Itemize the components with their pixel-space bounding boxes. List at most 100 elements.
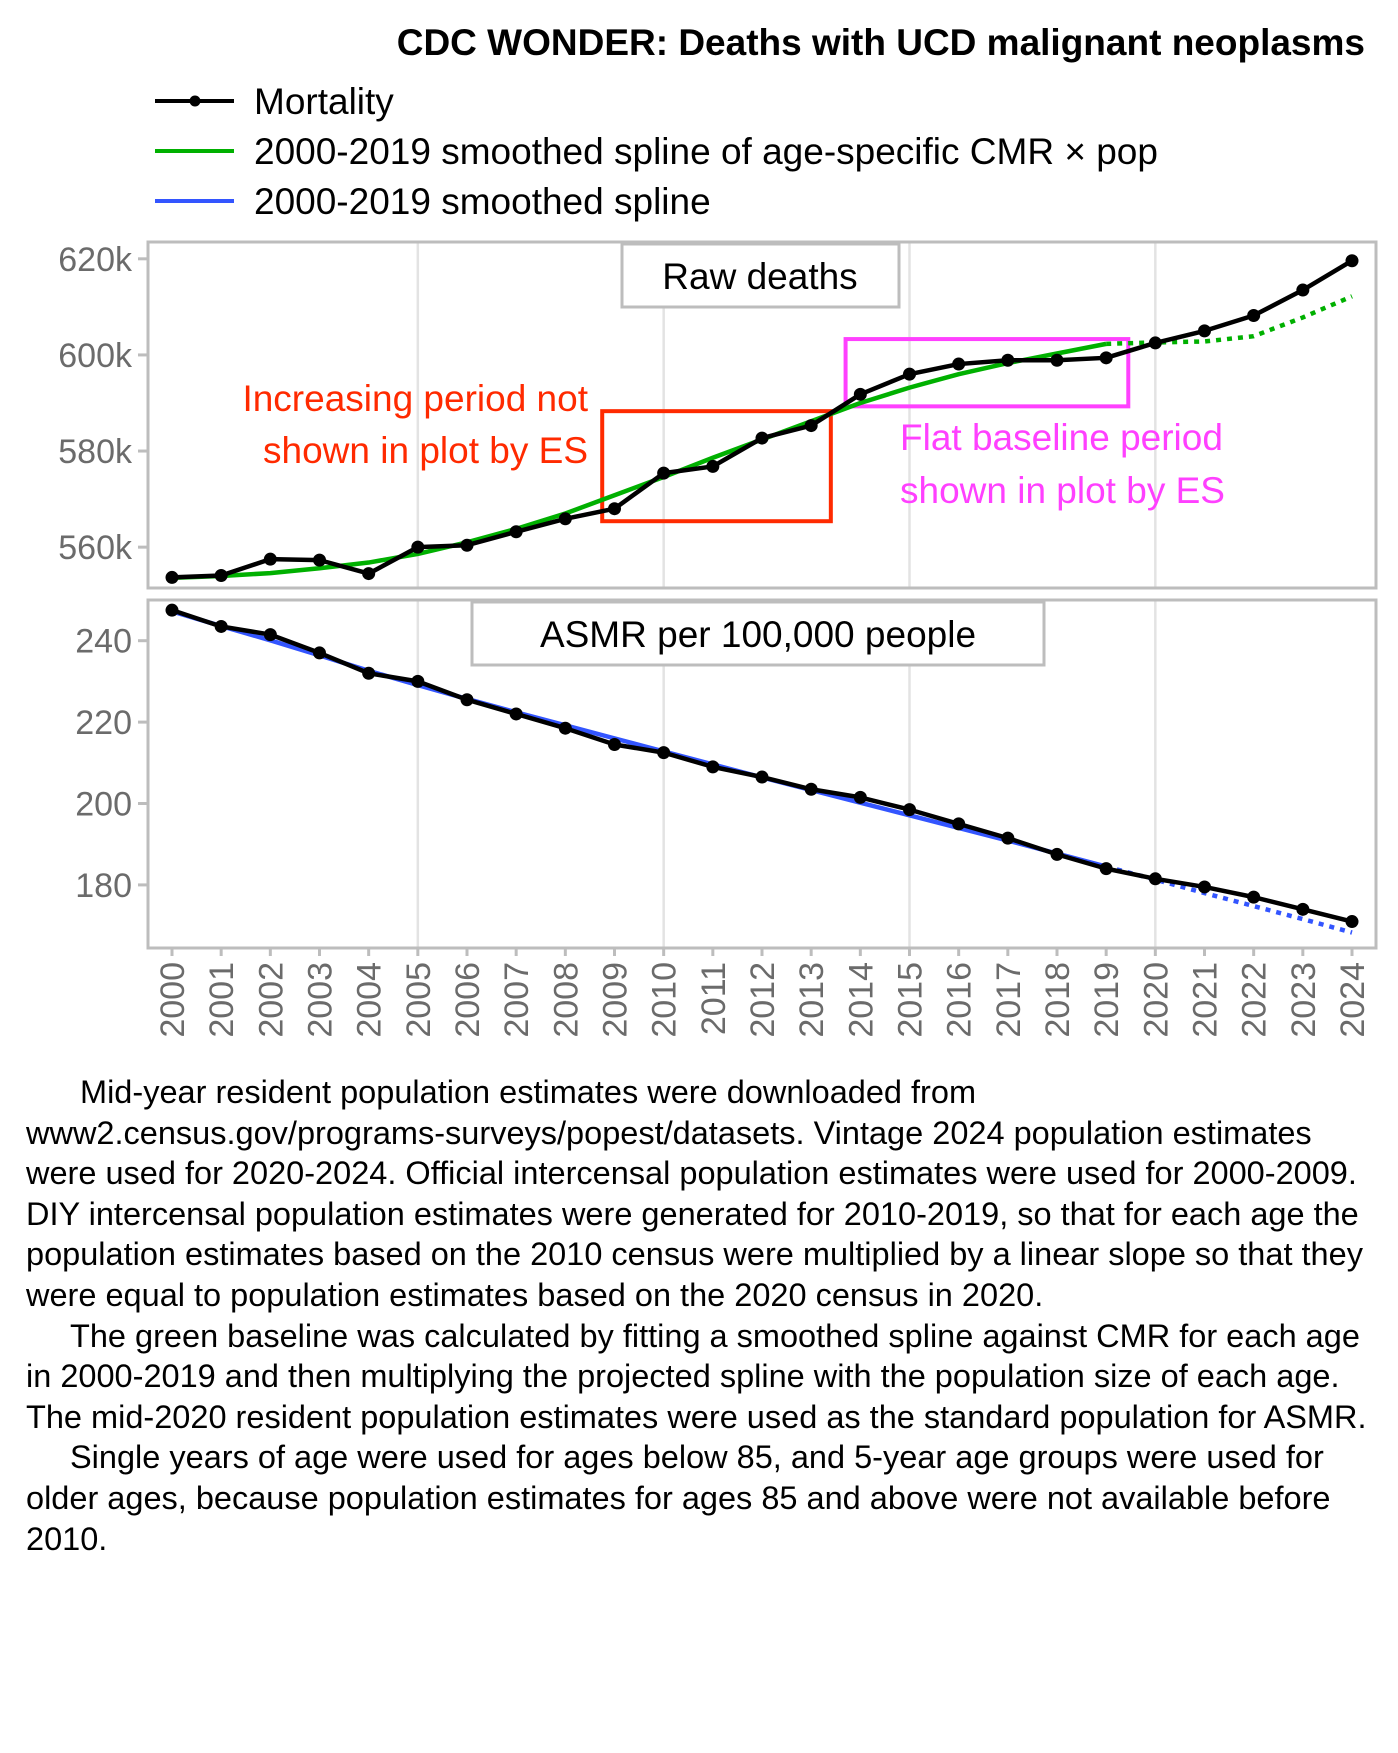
y-tick-label-580k: 580k: [58, 433, 133, 471]
data-point-mortality-2018: [1050, 847, 1064, 861]
data-point-mortality-2019: [1099, 862, 1113, 876]
x-tick-label-2014: 2014: [842, 962, 880, 1038]
data-point-mortality-2011: [706, 760, 720, 774]
annotation-flat-line-2: shown in plot by ES: [900, 470, 1225, 511]
data-point-mortality-2008: [558, 512, 572, 526]
x-tick-label-2023: 2023: [1285, 962, 1323, 1038]
x-tick-label-2022: 2022: [1236, 962, 1274, 1038]
data-point-mortality-2018: [1050, 353, 1064, 367]
data-point-mortality-2013: [804, 419, 818, 433]
x-tick-label-2015: 2015: [892, 962, 930, 1038]
x-tick-label-2000: 2000: [154, 962, 192, 1038]
panel-raw-deaths-frame: [146, 240, 1378, 590]
x-tick-label-2024: 2024: [1334, 962, 1372, 1038]
legend-item-blue-spline: 2000-2019 smoothed spline: [155, 181, 711, 222]
data-point-mortality-2021: [1198, 880, 1211, 894]
panel-raw-deaths-y-axis: 560k 580k 600k 620k: [58, 241, 148, 567]
x-tick-label-2006: 2006: [449, 962, 487, 1038]
x-tick-label-2009: 2009: [597, 962, 635, 1038]
data-point-mortality-2021: [1198, 324, 1211, 338]
data-point-mortality-2024: [1345, 254, 1359, 268]
strip-label-raw-deaths: Raw deaths: [662, 256, 857, 297]
data-point-mortality-2000: [165, 603, 179, 617]
data-point-mortality-2024: [1345, 915, 1359, 929]
x-tick-label-2008: 2008: [547, 962, 585, 1038]
data-point-mortality-2012: [755, 431, 769, 445]
data-point-mortality-2009: [608, 502, 621, 516]
data-point-mortality-2016: [952, 817, 966, 831]
panel-asmr-series: [165, 603, 1359, 935]
panel-raw-deaths: 560k 580k 600k 620k Increasing period not s…: [58, 240, 1378, 590]
data-point-mortality-2017: [1001, 353, 1015, 367]
data-point-mortality-2004: [362, 666, 376, 680]
x-tick-label-2005: 2005: [400, 962, 438, 1038]
x-tick-label-2016: 2016: [941, 962, 979, 1038]
panel-raw-deaths-annotations: Increasing period not shown in plot by E…: [242, 337, 1225, 524]
annotation-increasing-line-2: shown in plot by ES: [263, 430, 588, 471]
data-point-mortality-2001: [214, 619, 228, 633]
data-point-mortality-2023: [1296, 902, 1310, 916]
y-tick-label-560k: 560k: [58, 529, 133, 567]
data-point-mortality-2001: [214, 569, 228, 583]
chart: CDC WONDER: Deaths with UCD malignant ne…: [58, 22, 1378, 1038]
data-point-mortality-2000: [165, 570, 179, 584]
y-tick-label-220: 220: [75, 704, 132, 742]
x-tick-label-2004: 2004: [351, 962, 389, 1038]
data-point-mortality-2005: [411, 540, 425, 554]
x-tick-label-2020: 2020: [1137, 962, 1175, 1038]
series-line-2000-2019-smoothed-spline-projected: [1105, 864, 1353, 935]
panel-asmr-y-axis: 180 200 220 240: [75, 623, 148, 905]
data-point-mortality-2015: [903, 367, 916, 381]
data-point-mortality-2013: [804, 782, 818, 796]
chart-title: CDC WONDER: Deaths with UCD malignant ne…: [397, 22, 1365, 63]
data-point-mortality-2003: [313, 553, 326, 567]
data-point-mortality-2019: [1099, 351, 1113, 365]
series-line-2000-2019-smoothed-spline-of-age-specific-cmr-pop-projected: [1106, 294, 1353, 347]
x-tick-label-2007: 2007: [498, 962, 536, 1038]
y-tick-label-200: 200: [75, 786, 132, 824]
strip-label-asmr: ASMR per 100,000 people: [540, 614, 976, 655]
strip-box-asmr: [470, 600, 1046, 667]
data-point-mortality-2006: [460, 693, 474, 707]
legend-label-blue-spline: 2000-2019 smoothed spline: [254, 181, 711, 222]
x-tick-label-2013: 2013: [793, 962, 831, 1038]
data-point-mortality-2002: [263, 628, 277, 642]
strip-asmr: ASMR per 100,000 people: [470, 600, 1046, 667]
x-tick-label-2012: 2012: [744, 962, 782, 1038]
data-point-mortality-2015: [903, 803, 916, 817]
data-point-mortality-2010: [657, 746, 671, 760]
legend-label-mortality: Mortality: [254, 81, 394, 122]
annotation-increasing-line-1: Increasing period not: [242, 378, 588, 419]
legend-item-green-spline: 2000-2019 smoothed spline of age-specifi…: [155, 131, 1158, 172]
legend-label-green-spline: 2000-2019 smoothed spline of age-specifi…: [254, 131, 1158, 172]
legend-key-mortality-point: [189, 95, 201, 107]
x-tick-label-2019: 2019: [1088, 962, 1126, 1038]
data-point-mortality-2004: [362, 567, 376, 581]
legend: Mortality 2000-2019 smoothed spline of a…: [155, 81, 1158, 222]
data-point-mortality-2007: [509, 707, 523, 721]
data-point-mortality-2007: [509, 525, 523, 539]
y-tick-label-240: 240: [75, 623, 132, 661]
footnote: Mid-year resident population estimates w…: [26, 1072, 1386, 1559]
data-point-mortality-2012: [755, 770, 769, 784]
data-point-mortality-2020: [1148, 872, 1162, 886]
x-tick-label-2010: 2010: [646, 962, 684, 1038]
x-tick-label-2021: 2021: [1187, 962, 1225, 1038]
data-point-mortality-2002: [263, 552, 277, 566]
panel-raw-deaths-series: [165, 254, 1359, 584]
x-tick-label-2018: 2018: [1039, 962, 1077, 1038]
footnote-paragraph-2: The green baseline was calculated by fit…: [26, 1317, 1367, 1435]
data-point-mortality-2005: [411, 674, 425, 688]
data-point-mortality-2022: [1247, 890, 1261, 904]
annotation-box-flat-baseline: [843, 337, 1131, 409]
y-tick-label-600k: 600k: [58, 337, 133, 375]
panel-asmr: 180 200 220 240 ASMR per 100,000 people: [75, 598, 1378, 950]
data-point-mortality-2008: [558, 721, 572, 735]
strip-box-raw-deaths: [620, 242, 901, 309]
data-point-mortality-2023: [1296, 283, 1310, 297]
data-point-mortality-2009: [608, 737, 621, 751]
footnote-paragraph-1: Mid-year resident population estimates w…: [26, 1074, 1363, 1313]
data-point-mortality-2010: [657, 466, 671, 480]
x-axis: 2000 2001 2002 2003 2004 2005 2006 2007 2008 2009…: [154, 948, 1372, 1038]
footnote-paragraph-3: Single years of age were used for ages b…: [26, 1439, 1331, 1557]
